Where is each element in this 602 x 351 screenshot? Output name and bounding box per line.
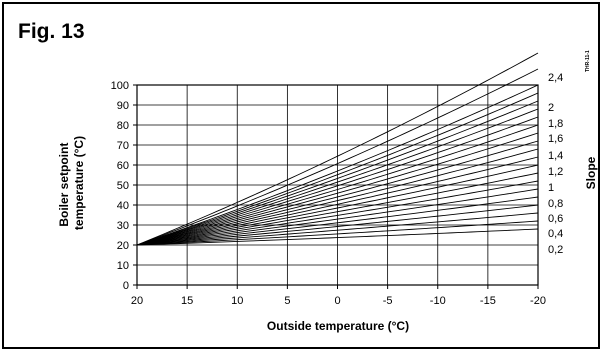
x-tick-label: 15	[181, 295, 193, 307]
y-tick-label: 50	[117, 180, 129, 192]
y-axis-label-line1: Boiler setpoint	[57, 143, 71, 227]
y-axis-label-line2: temperature (°C)	[72, 136, 86, 230]
slope-label: 1	[548, 182, 554, 194]
slope-label: 1,2	[548, 166, 563, 178]
slope-curve	[136, 52, 539, 246]
x-tick-label: 20	[131, 295, 143, 307]
slope-labels: 2,4 2 1,8 1,6 1,4 1,2 1 0,8 0,6 0,4 0,2	[548, 72, 563, 256]
slope-curve	[136, 132, 539, 246]
x-tick-label: -5	[383, 295, 393, 307]
slope-label: 1,6	[548, 133, 563, 145]
y-tick-label: 70	[117, 140, 129, 152]
x-tick-label: 10	[231, 295, 243, 307]
slope-curve	[136, 148, 539, 246]
slope-curve	[136, 108, 539, 246]
x-tick-label: 5	[284, 295, 290, 307]
slope-curves	[136, 52, 539, 246]
slope-label: 1,8	[548, 118, 563, 130]
plot-frame	[136, 84, 539, 286]
x-axis-label: Outside temperature (°C)	[267, 319, 409, 333]
x-tick-label: -15	[480, 295, 496, 307]
slope-curve	[136, 84, 539, 246]
y-tick-label: 60	[117, 160, 129, 172]
slope-curve	[136, 68, 539, 246]
slope-curve	[136, 212, 539, 246]
slope-label: 0,6	[548, 213, 563, 225]
y-tick-label: 30	[117, 220, 129, 232]
slope-curve	[136, 188, 539, 246]
slope-curve	[136, 204, 539, 246]
slope-curve	[136, 196, 539, 246]
x-tick-labels: 20 15 10 5 0 -5 -10 -15 -20	[131, 295, 546, 307]
slope-curve	[136, 140, 539, 246]
slope-label: 2,4	[548, 72, 563, 84]
slope-curve	[136, 164, 539, 246]
y-tick-label: 20	[117, 240, 129, 252]
y-tick-labels: 0 10 20 30 40 50 60 70 80 90 100	[111, 80, 129, 292]
y-tick-label: 80	[117, 120, 129, 132]
x-tick-label: -10	[430, 295, 446, 307]
slope-label: 2	[548, 102, 554, 114]
slope-axis-label: Slope	[584, 156, 598, 189]
figure-label: Fig. 13	[18, 20, 85, 43]
x-tick-label: -20	[530, 295, 546, 307]
x-tick-label: 0	[334, 295, 340, 307]
code-label: THR-11-1	[585, 50, 591, 72]
slope-curve	[136, 100, 539, 246]
slope-curve	[136, 116, 539, 246]
slope-label: 0,8	[548, 198, 563, 210]
slope-label: 1,4	[548, 150, 563, 162]
y-tick-label: 10	[117, 260, 129, 272]
slope-curve	[136, 180, 539, 246]
slope-curve	[136, 156, 539, 246]
y-tick-label: 40	[117, 200, 129, 212]
y-tick-label: 90	[117, 100, 129, 112]
slope-curve	[136, 228, 539, 246]
slope-curve	[136, 92, 539, 246]
y-tick-label: 100	[111, 80, 129, 92]
slope-curve	[136, 124, 539, 246]
slope-label: 0,2	[548, 244, 563, 256]
slope-curve	[136, 172, 539, 246]
slope-label: 0,4	[548, 228, 563, 240]
slope-curve	[136, 220, 539, 246]
y-tick-label: 0	[123, 280, 129, 292]
y-axis-label: Boiler setpoint temperature (°C)	[57, 136, 86, 230]
